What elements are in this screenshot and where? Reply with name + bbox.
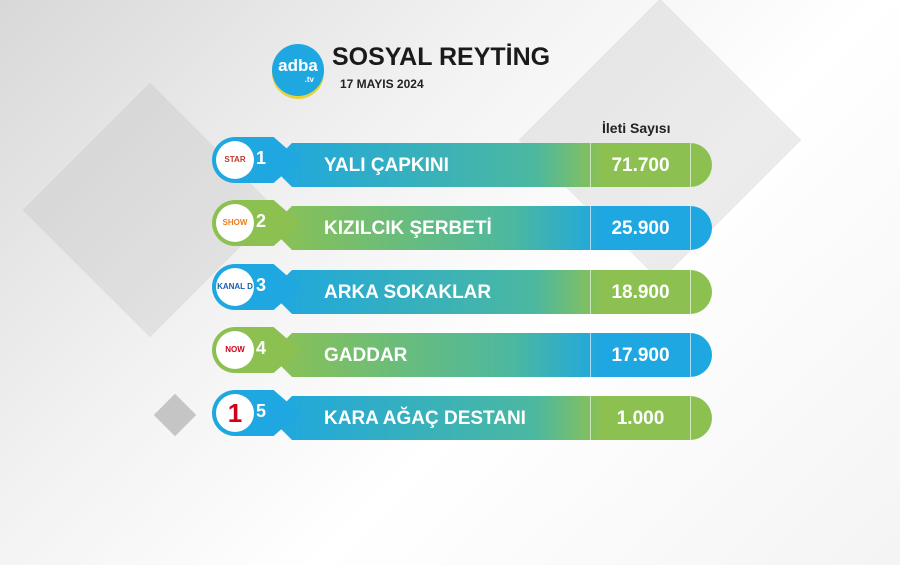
rank-number: 4 <box>256 338 267 358</box>
divider <box>690 396 691 440</box>
program-name: KARA AĞAÇ DESTANI <box>324 408 526 429</box>
program-bar: GADDAR 17.900 <box>270 333 712 377</box>
ranking-row: YALI ÇAPKINI 71.700 STAR 1 <box>0 137 900 189</box>
rank-number: 1 <box>256 148 267 168</box>
program-name: ARKA SOKAKLAR <box>324 282 492 303</box>
message-count: 1.000 <box>616 408 665 429</box>
divider <box>590 333 591 377</box>
divider <box>590 270 591 314</box>
channel-logo: SHOW <box>216 204 254 242</box>
channel-logo: 1 <box>216 394 254 432</box>
logo-suffix: .tv <box>304 74 314 84</box>
program-bar: YALI ÇAPKINI 71.700 <box>270 143 712 187</box>
divider <box>690 206 691 250</box>
message-count: 25.900 <box>611 218 670 239</box>
ranking-row: KARA AĞAÇ DESTANI 1.000 1 5 <box>0 390 900 442</box>
divider <box>690 270 691 314</box>
divider <box>690 143 691 187</box>
ranking-row: GADDAR 17.900 NOW 4 <box>0 327 900 379</box>
program-bar: KARA AĞAÇ DESTANI 1.000 <box>270 396 712 440</box>
rank-number: 3 <box>256 275 267 295</box>
rank-number: 5 <box>256 401 267 421</box>
message-count: 17.900 <box>611 345 670 366</box>
ranking-row: KIZILCIK ŞERBETİ 25.900 SHOW 2 <box>0 200 900 252</box>
channel-logo: NOW <box>216 331 254 369</box>
rank-number: 2 <box>256 211 267 231</box>
channel-logo: STAR <box>216 141 254 179</box>
program-bar: ARKA SOKAKLAR 18.900 <box>270 270 712 314</box>
date: 17 MAYIS 2024 <box>340 77 424 91</box>
page-title: SOSYAL REYTİNG <box>332 43 551 71</box>
program-name: YALI ÇAPKINI <box>324 155 449 176</box>
message-count: 71.700 <box>611 155 670 176</box>
program-name: GADDAR <box>324 345 408 366</box>
message-count: 18.900 <box>611 282 670 303</box>
ranking-row: ARKA SOKAKLAR 18.900 KANAL D 3 <box>0 264 900 316</box>
adba-logo: adba .tv <box>272 44 324 96</box>
logo-text: adba <box>278 55 318 75</box>
column-header: İleti Sayısı <box>602 120 671 136</box>
channel-logo: KANAL D <box>216 268 254 306</box>
divider <box>590 206 591 250</box>
divider <box>690 333 691 377</box>
program-name: KIZILCIK ŞERBETİ <box>324 218 492 239</box>
program-bar: KIZILCIK ŞERBETİ 25.900 <box>270 206 712 250</box>
divider <box>590 396 591 440</box>
divider <box>590 143 591 187</box>
